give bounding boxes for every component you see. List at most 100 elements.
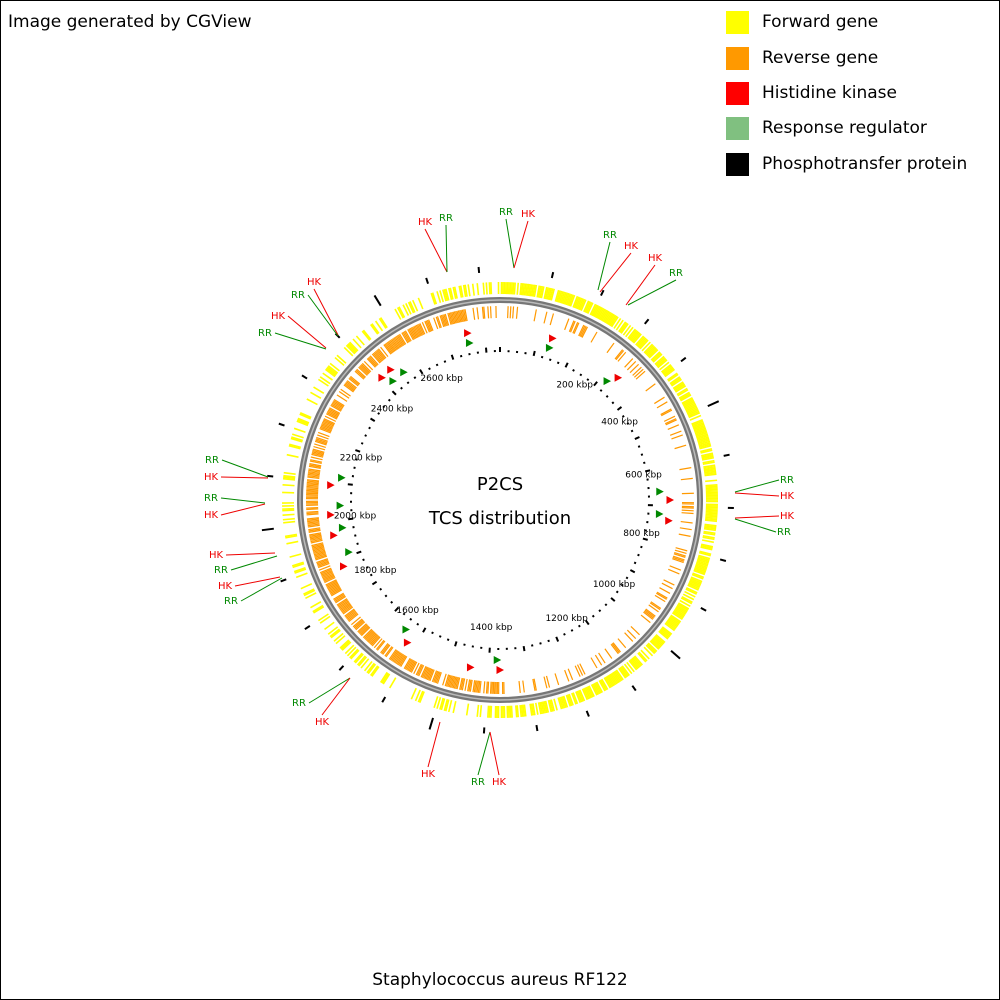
reverse-gene bbox=[311, 453, 324, 458]
forward-gene bbox=[516, 705, 520, 718]
forward-gene bbox=[705, 490, 718, 493]
reverse-gene bbox=[479, 680, 482, 693]
forward-gene bbox=[645, 644, 656, 655]
forward-gene bbox=[396, 307, 404, 319]
forward-gene bbox=[705, 516, 718, 520]
feature-callout bbox=[505, 218, 515, 269]
reverse-gene bbox=[345, 609, 356, 618]
reverse-gene bbox=[311, 451, 324, 456]
feature-label: HK bbox=[648, 253, 663, 264]
reverse-gene bbox=[451, 676, 456, 689]
feature-marker bbox=[338, 523, 347, 532]
legend-swatch bbox=[726, 47, 749, 70]
forward-gene bbox=[542, 701, 547, 714]
forward-gene bbox=[417, 297, 424, 310]
forward-gene bbox=[443, 289, 449, 302]
forward-gene bbox=[523, 283, 527, 296]
reverse-gene bbox=[472, 680, 476, 693]
forward-gene bbox=[568, 693, 574, 706]
forward-gene bbox=[696, 434, 709, 440]
reverse-gene bbox=[572, 321, 579, 334]
reverse-gene bbox=[315, 555, 328, 561]
reverse-gene bbox=[369, 634, 379, 645]
reverse-gene bbox=[309, 460, 322, 464]
reverse-gene bbox=[316, 558, 328, 564]
forward-gene bbox=[679, 392, 691, 401]
feature-callout bbox=[625, 264, 656, 306]
scale-tick bbox=[540, 355, 544, 359]
outer-tick bbox=[719, 558, 727, 562]
forward-gene bbox=[609, 315, 618, 327]
reverse-gene bbox=[324, 415, 337, 422]
forward-gene bbox=[379, 671, 388, 683]
forward-gene bbox=[658, 630, 669, 640]
reverse-gene bbox=[306, 510, 319, 513]
forward-gene bbox=[703, 532, 716, 536]
forward-gene bbox=[485, 282, 488, 295]
outer-tick bbox=[600, 289, 605, 297]
scale-tick bbox=[364, 434, 367, 437]
forward-gene bbox=[698, 551, 711, 557]
forward-gene bbox=[339, 639, 350, 649]
reverse-gene bbox=[464, 309, 468, 322]
reverse-gene bbox=[580, 325, 587, 338]
reverse-gene bbox=[442, 673, 447, 686]
reverse-gene bbox=[340, 388, 351, 397]
scale-tick bbox=[626, 422, 630, 425]
forward-gene bbox=[632, 656, 642, 667]
reverse-gene bbox=[380, 346, 389, 357]
forward-gene bbox=[608, 314, 617, 326]
reverse-gene bbox=[654, 594, 666, 603]
feature-callout bbox=[240, 577, 283, 602]
reverse-gene bbox=[409, 327, 417, 339]
reverse-gene bbox=[355, 369, 366, 379]
forward-gene bbox=[577, 690, 584, 702]
forward-gene bbox=[682, 398, 694, 406]
feature-callout bbox=[734, 492, 780, 497]
feature-label: RR bbox=[777, 527, 791, 538]
forward-gene bbox=[547, 700, 553, 713]
forward-gene bbox=[704, 519, 718, 523]
reverse-gene bbox=[381, 643, 390, 655]
reverse-gene bbox=[375, 639, 385, 650]
scale-tick bbox=[547, 639, 550, 643]
forward-gene bbox=[354, 653, 364, 664]
scale-tick bbox=[454, 641, 458, 647]
outer-tick bbox=[643, 318, 650, 325]
reverse-gene bbox=[445, 674, 451, 687]
reverse-gene bbox=[309, 533, 322, 537]
forward-gene bbox=[696, 560, 709, 566]
forward-gene bbox=[300, 583, 313, 590]
reverse-gene bbox=[434, 671, 440, 683]
forward-gene bbox=[327, 365, 339, 374]
position-label: 2400 kbp bbox=[371, 404, 414, 414]
feature-marker bbox=[493, 655, 502, 664]
reverse-gene bbox=[453, 676, 458, 689]
forward-gene bbox=[592, 305, 600, 317]
forward-gene bbox=[533, 284, 538, 298]
forward-gene bbox=[673, 382, 685, 391]
legend-swatch bbox=[726, 11, 749, 34]
reverse-gene bbox=[313, 550, 326, 556]
scale-tick bbox=[599, 389, 603, 392]
reverse-gene bbox=[321, 572, 334, 579]
forward-gene bbox=[705, 479, 718, 483]
forward-gene bbox=[530, 703, 535, 716]
forward-gene bbox=[407, 301, 415, 314]
forward-gene bbox=[705, 488, 718, 491]
reverse-gene bbox=[335, 595, 346, 604]
reverse-gene bbox=[436, 316, 442, 328]
scale-tick bbox=[634, 436, 640, 440]
reverse-gene bbox=[345, 382, 356, 391]
feature-callout bbox=[424, 228, 448, 273]
reverse-gene bbox=[309, 536, 322, 540]
feature-label: HK bbox=[421, 769, 436, 780]
reverse-gene bbox=[543, 311, 548, 324]
reverse-gene bbox=[389, 339, 398, 351]
feature-callout bbox=[599, 252, 632, 293]
reverse-gene bbox=[672, 558, 684, 564]
feature-marker bbox=[327, 481, 335, 490]
forward-gene bbox=[442, 289, 447, 302]
forward-gene bbox=[282, 513, 295, 517]
feature-marker bbox=[340, 562, 348, 571]
